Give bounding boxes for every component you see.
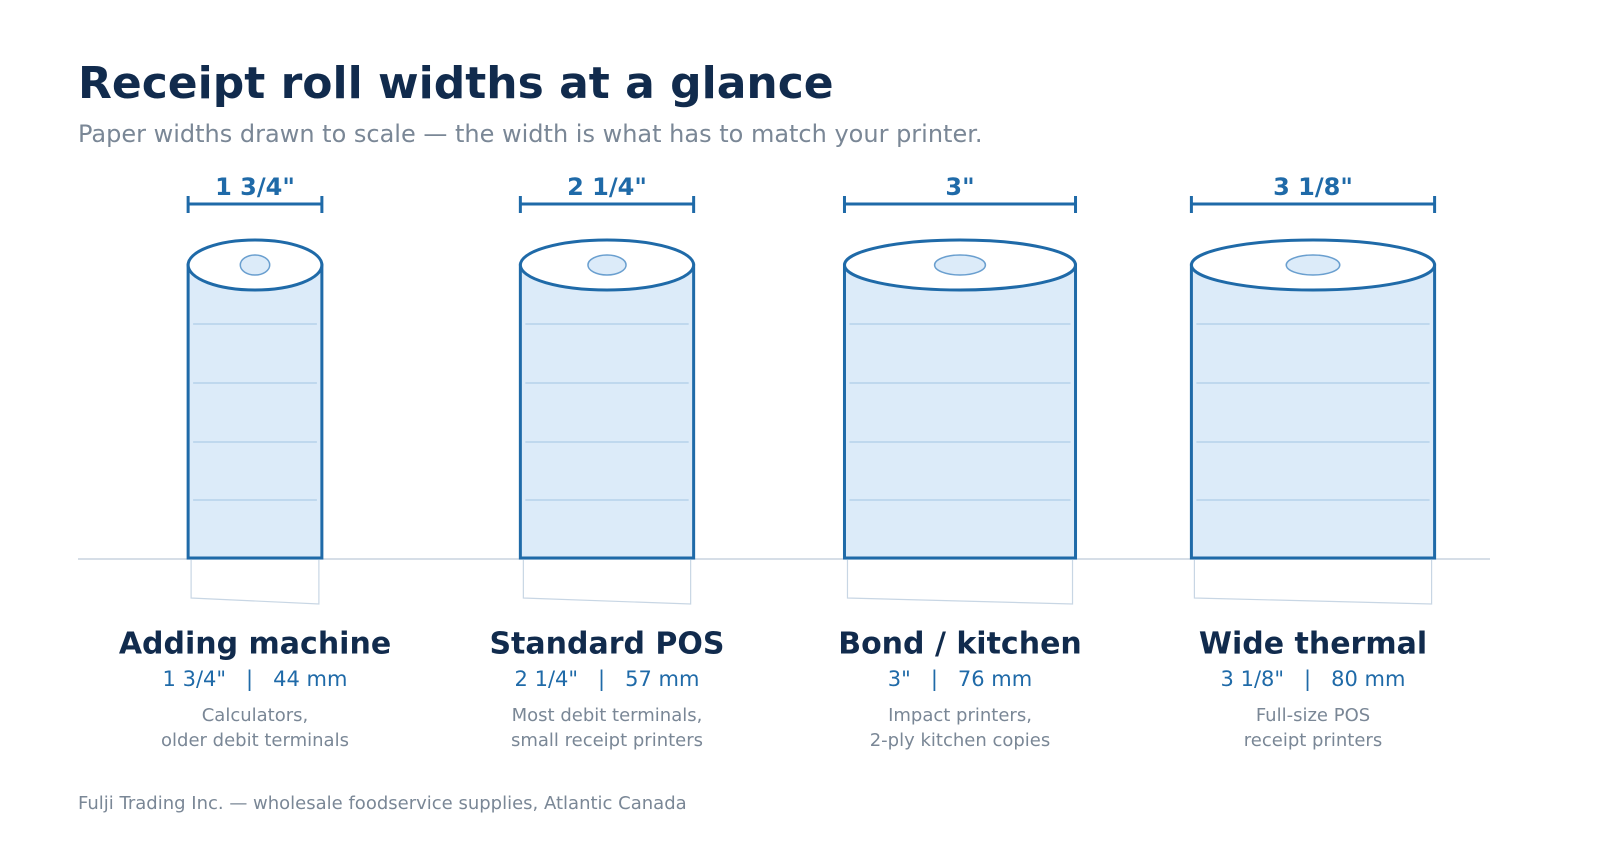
spec-inch: 1 3/4" [163, 667, 227, 691]
roll-core [587, 254, 627, 276]
roll-spec: 3 1/8" | 80 mm [1221, 667, 1406, 692]
reflection [1193, 560, 1433, 605]
roll-description: 2-ply kitchen copies [870, 730, 1051, 751]
roll-body [842, 263, 1078, 560]
roll-spec: 1 3/4" | 44 mm [163, 667, 348, 692]
width-label: 3 1/8" [1273, 173, 1353, 201]
spec-mm: 80 mm [1331, 667, 1405, 691]
roll-description: receipt printers [1244, 730, 1382, 751]
roll-description: Most debit terminals, [512, 705, 703, 726]
roll-body [186, 263, 324, 560]
roll-description: Calculators, [202, 705, 309, 726]
roll-name: Wide thermal [1199, 627, 1427, 662]
footer: Fulji Trading Inc. — wholesale foodservi… [78, 793, 687, 814]
roll-body [518, 263, 696, 560]
width-label: 2 1/4" [567, 173, 647, 201]
spec-separator: | [246, 667, 253, 692]
roll-core [1285, 254, 1341, 276]
roll-description: older debit terminals [161, 730, 349, 751]
spec-mm: 76 mm [958, 667, 1032, 691]
roll-core [239, 254, 271, 276]
roll-description: small receipt printers [511, 730, 703, 751]
spec-inch: 3 1/8" [1221, 667, 1285, 691]
roll-name: Bond / kitchen [838, 627, 1082, 662]
roll-spec: 3" | 76 mm [888, 667, 1032, 692]
reflection [522, 560, 692, 605]
roll-core [933, 254, 987, 276]
roll-description: Impact printers, [888, 705, 1032, 726]
spec-inch: 3" [888, 667, 911, 691]
roll-name: Adding machine [119, 627, 391, 662]
width-label: 1 3/4" [215, 173, 295, 201]
roll-name: Standard POS [489, 627, 724, 662]
spec-mm: 44 mm [273, 667, 347, 691]
spec-inch: 2 1/4" [515, 667, 579, 691]
spec-separator: | [1304, 667, 1311, 692]
spec-mm: 57 mm [625, 667, 699, 691]
subtitle: Paper widths drawn to scale — the width … [78, 120, 983, 148]
width-label: 3" [945, 173, 974, 201]
spec-separator: | [598, 667, 605, 692]
roll-spec: 2 1/4" | 57 mm [515, 667, 700, 692]
reflection [846, 560, 1074, 605]
title: Receipt roll widths at a glance [78, 58, 834, 109]
roll-description: Full-size POS [1256, 705, 1370, 726]
spec-separator: | [931, 667, 938, 692]
reflection [190, 560, 320, 605]
roll-body [1189, 263, 1437, 560]
